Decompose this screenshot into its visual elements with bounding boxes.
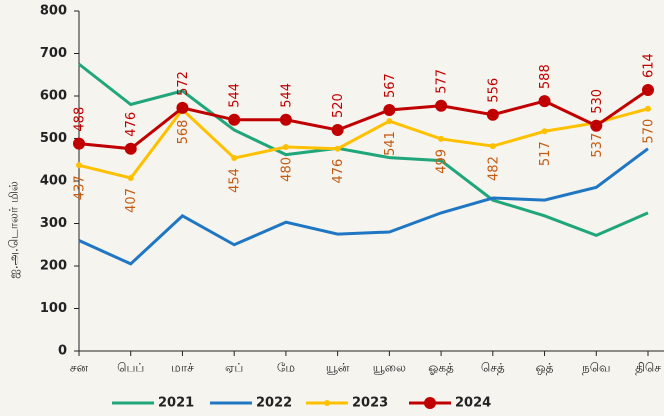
legend-marker xyxy=(424,397,436,409)
x-tick-label: யூன் xyxy=(326,361,350,375)
data-label: 530 xyxy=(590,89,605,114)
x-tick-label: மே xyxy=(277,361,295,375)
marker xyxy=(331,124,344,136)
data-label: 568 xyxy=(176,120,191,145)
x-tick-label: மாச் xyxy=(171,361,194,375)
y-tick-label: 700 xyxy=(40,46,67,61)
x-tick-label: திசெ xyxy=(635,361,661,375)
series-line xyxy=(78,147,649,266)
legend-label: 2024 xyxy=(455,396,491,411)
marker xyxy=(383,104,396,117)
y-tick-label: 0 xyxy=(58,344,67,359)
marker xyxy=(541,128,548,135)
data-label: 541 xyxy=(383,131,398,156)
marker xyxy=(642,84,654,97)
y-tick-label: 100 xyxy=(40,301,67,316)
series-line xyxy=(78,88,649,151)
data-label: 544 xyxy=(279,83,294,108)
x-tick-label: செத் xyxy=(481,361,505,375)
marker xyxy=(590,119,603,132)
data-label: 520 xyxy=(331,93,346,118)
marker xyxy=(486,108,499,121)
marker xyxy=(282,144,289,150)
x-tick-label: சன xyxy=(70,361,89,375)
y-tick-label: 400 xyxy=(40,174,67,189)
marker xyxy=(127,175,134,182)
marker xyxy=(279,113,292,126)
y-tick-label: 600 xyxy=(40,89,67,104)
x-tick-label: ஓகத் xyxy=(428,361,454,375)
marker xyxy=(73,137,85,150)
marker xyxy=(489,143,496,150)
data-label: 517 xyxy=(538,141,553,166)
data-label: 488 xyxy=(73,107,88,132)
x-tick-label: ஒத் xyxy=(536,361,554,375)
legend-label: 2022 xyxy=(256,396,292,411)
marker xyxy=(231,155,238,162)
y-axis-label: ஐ.அ.டொலர் மில் xyxy=(7,181,21,279)
data-label: 480 xyxy=(279,157,294,182)
data-label: 437 xyxy=(73,175,88,200)
x-tick-label: ஏப் xyxy=(225,361,243,375)
data-label: 588 xyxy=(538,64,553,89)
data-label: 454 xyxy=(228,168,243,193)
x-tick-label: நவெ xyxy=(582,361,611,375)
y-tick-label: 800 xyxy=(40,4,67,19)
data-label: 537 xyxy=(590,133,605,158)
marker xyxy=(176,101,189,114)
marker xyxy=(538,95,551,108)
series-line xyxy=(78,107,649,180)
data-label: 577 xyxy=(435,69,450,94)
data-label: 544 xyxy=(228,83,243,108)
data-label: 570 xyxy=(642,119,657,144)
data-label: 476 xyxy=(331,159,346,184)
marker xyxy=(76,162,82,169)
marker xyxy=(386,118,393,125)
series-line xyxy=(78,62,649,238)
legend-marker xyxy=(324,400,330,406)
y-tick-label: 500 xyxy=(40,131,67,146)
data-label: 567 xyxy=(383,73,398,98)
y-tick-label: 300 xyxy=(40,216,67,231)
data-label: 614 xyxy=(642,53,657,78)
data-label: 499 xyxy=(435,149,450,174)
data-label: 482 xyxy=(486,156,501,181)
marker xyxy=(645,105,651,112)
y-tick-label: 200 xyxy=(40,259,67,274)
legend-label: 2021 xyxy=(158,396,194,411)
data-label: 407 xyxy=(124,188,139,213)
x-tick-label: பெப் xyxy=(117,361,144,375)
data-label: 556 xyxy=(486,78,501,103)
marker xyxy=(334,145,341,152)
legend-label: 2023 xyxy=(352,396,388,411)
data-label: 476 xyxy=(124,112,139,137)
marker xyxy=(435,99,448,112)
marker xyxy=(228,113,241,126)
marker xyxy=(124,142,137,155)
marker xyxy=(438,135,445,142)
x-tick-label: யூலை xyxy=(373,361,406,375)
data-label: 572 xyxy=(176,71,191,96)
